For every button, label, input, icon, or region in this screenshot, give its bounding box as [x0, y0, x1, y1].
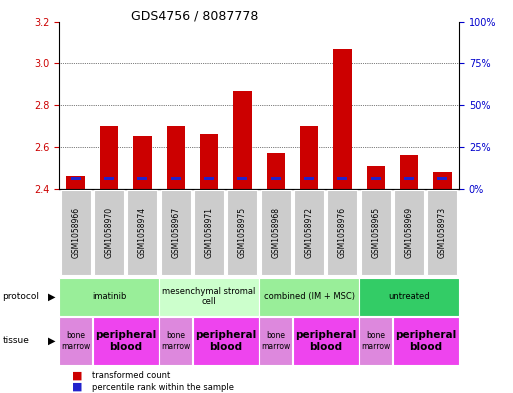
Bar: [433, 172, 451, 189]
Bar: [133, 136, 151, 189]
Bar: [67, 176, 85, 189]
Bar: [294, 190, 324, 275]
Bar: [161, 190, 191, 275]
Bar: [194, 190, 224, 275]
Text: peripheral
blood: peripheral blood: [395, 330, 457, 352]
Bar: [167, 126, 185, 189]
Text: ■: ■: [72, 382, 82, 392]
Bar: [137, 176, 147, 180]
Bar: [394, 190, 424, 275]
Bar: [400, 155, 418, 189]
Text: ▶: ▶: [48, 336, 55, 346]
Text: ■: ■: [72, 370, 82, 380]
Text: bone
marrow: bone marrow: [161, 331, 190, 351]
Bar: [60, 278, 159, 316]
Bar: [93, 318, 159, 365]
Text: GSM1058970: GSM1058970: [105, 207, 113, 259]
Bar: [233, 90, 251, 189]
Text: tissue: tissue: [3, 336, 29, 345]
Bar: [94, 190, 124, 275]
Text: untreated: untreated: [388, 292, 430, 301]
Bar: [333, 49, 351, 189]
Text: GSM1058968: GSM1058968: [271, 208, 280, 258]
Bar: [367, 166, 385, 189]
Bar: [100, 126, 118, 189]
Bar: [238, 176, 247, 180]
Text: bone
marrow: bone marrow: [361, 331, 390, 351]
Bar: [260, 278, 359, 316]
Bar: [61, 190, 91, 275]
Text: GSM1058974: GSM1058974: [138, 207, 147, 259]
Bar: [304, 176, 314, 180]
Bar: [361, 190, 391, 275]
Bar: [204, 176, 214, 180]
Bar: [438, 176, 447, 180]
Bar: [293, 318, 359, 365]
Text: mesenchymal stromal
cell: mesenchymal stromal cell: [162, 287, 256, 307]
Bar: [200, 134, 218, 189]
Text: peripheral
blood: peripheral blood: [295, 330, 357, 352]
Text: transformed count: transformed count: [92, 371, 171, 380]
Bar: [71, 176, 81, 180]
Text: GSM1058975: GSM1058975: [238, 207, 247, 259]
Text: GSM1058972: GSM1058972: [305, 208, 313, 258]
Text: percentile rank within the sample: percentile rank within the sample: [92, 383, 234, 391]
Bar: [260, 318, 292, 365]
Text: protocol: protocol: [3, 292, 40, 301]
Bar: [327, 190, 358, 275]
Bar: [360, 278, 459, 316]
Bar: [427, 190, 458, 275]
Bar: [404, 176, 414, 180]
Bar: [160, 278, 259, 316]
Bar: [271, 176, 281, 180]
Text: combined (IM + MSC): combined (IM + MSC): [264, 292, 354, 301]
Bar: [127, 190, 157, 275]
Text: peripheral
blood: peripheral blood: [95, 330, 156, 352]
Bar: [227, 190, 258, 275]
Text: GSM1058971: GSM1058971: [205, 208, 213, 258]
Text: GSM1058966: GSM1058966: [71, 207, 80, 259]
Bar: [338, 176, 347, 180]
Text: GSM1058973: GSM1058973: [438, 207, 447, 259]
Text: GSM1058969: GSM1058969: [405, 207, 413, 259]
Text: bone
marrow: bone marrow: [61, 331, 90, 351]
Bar: [60, 318, 92, 365]
Bar: [360, 318, 392, 365]
Text: GSM1058976: GSM1058976: [338, 207, 347, 259]
Text: GDS4756 / 8087778: GDS4756 / 8087778: [131, 10, 259, 23]
Bar: [193, 318, 259, 365]
Text: imatinib: imatinib: [92, 292, 126, 301]
Text: ▶: ▶: [48, 292, 55, 302]
Text: GSM1058967: GSM1058967: [171, 207, 180, 259]
Text: bone
marrow: bone marrow: [261, 331, 290, 351]
Bar: [171, 176, 181, 180]
Bar: [267, 153, 285, 189]
Bar: [160, 318, 192, 365]
Bar: [393, 318, 459, 365]
Bar: [104, 176, 114, 180]
Bar: [371, 176, 381, 180]
Text: peripheral
blood: peripheral blood: [195, 330, 256, 352]
Bar: [300, 126, 318, 189]
Bar: [261, 190, 291, 275]
Text: GSM1058965: GSM1058965: [371, 207, 380, 259]
